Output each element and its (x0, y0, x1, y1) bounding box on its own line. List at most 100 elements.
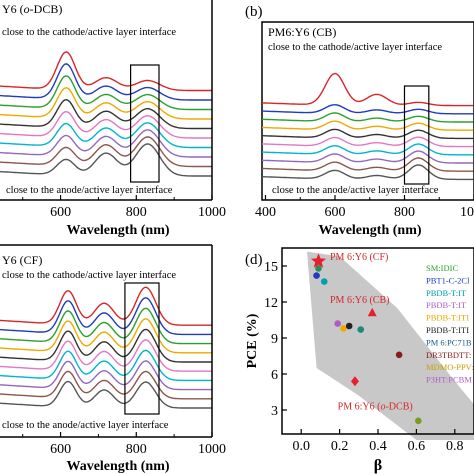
panel-a-x-ticks: 600 800 1000 (22, 195, 226, 220)
panel-b-spectra (262, 72, 474, 181)
panel-a-highlight-box (130, 64, 160, 183)
panel-d-legend-item: P3HT:PCBM (426, 375, 472, 385)
panel-c: 600 800 1000 Y6 (CF) close to the cathode/… (0, 244, 226, 474)
panel-d-annotation: PM 6:Y6 (CF) (330, 252, 388, 263)
panel-c-spectra (0, 286, 212, 409)
panel-a-x-tick-label: 800 (126, 205, 147, 220)
panel-b-bottom-annotation: close to the anode/active layer interfac… (272, 185, 439, 196)
panel-d-x-tick-label: 0.8 (446, 439, 464, 454)
panel-c-top-annotation: close to the cathode/active layer interf… (2, 270, 176, 281)
panel-c-x-tick-label: 600 (50, 442, 71, 457)
panel-b-spectrum-line (262, 128, 474, 140)
panel-a-spectra (0, 51, 212, 177)
panel-d-y-tick-label: 3 (271, 404, 278, 419)
panel-d-legend-item: MDMO-PPV: (426, 362, 474, 372)
panel-d-label: (d) (245, 252, 263, 268)
panel-d-points (310, 253, 422, 425)
panel-d-y-label: PCE (%) (245, 313, 260, 368)
panel-d-legend-item: PBDB-T:ITI (426, 313, 469, 323)
panel-a-spectrum-line (0, 129, 212, 158)
panel-d-x-tick-label: 0.2 (331, 439, 349, 454)
panel-d-ticks: 0.0 0.2 0.4 0.6 0.8 3 6 9 12 15 (264, 260, 464, 454)
panel-c-spectrum-line (0, 380, 212, 409)
panel-d-data-point (395, 351, 403, 359)
panel-a: 600 800 1000 Y6 (o-DCB) close to the catho… (0, 0, 226, 238)
panel-c-highlight-box (124, 282, 160, 415)
panel-d-data-point (313, 272, 320, 279)
panel-d-data-point (334, 320, 341, 327)
panel-d-legend-item: SM:IDIC (426, 263, 458, 273)
panel-c-spectrum-line (0, 339, 212, 372)
panel-c-spectrum-line (0, 370, 212, 400)
panel-a-x-tick-label: 600 (50, 205, 71, 220)
panel-b-top-annotation: close to the cathode/active layer interf… (268, 42, 442, 53)
panel-d-annotations: PM 6:Y6 (CF) PM 6:Y6 (CB) PM 6:Y6 (o-DCB) (330, 252, 413, 412)
panel-d-triangle-marker (367, 307, 377, 317)
panel-c-spectrum-line (0, 286, 212, 326)
panel-b-x-tick-label: 800 (394, 205, 415, 220)
panel-b-highlight-box (403, 85, 430, 185)
panel-d-star-marker (310, 253, 327, 268)
panel-d-diamond-marker (350, 376, 359, 387)
panel-b-x-tick-label: 400 (255, 205, 276, 220)
panel-b-spectrum-line (262, 150, 474, 164)
panel-d-data-point (415, 417, 422, 425)
panel-a-spectrum-line (0, 63, 212, 101)
panel-b-spectrum-line (262, 157, 474, 172)
panel-d-data-point (320, 278, 328, 285)
panel-a-spectrum-line (0, 51, 212, 92)
panel-a-spectrum-line (0, 143, 212, 177)
panel-b-x-tick-label: 600 (324, 205, 345, 220)
panel-a-x-label: Wavelength (nm) (66, 223, 169, 238)
panel-a-spectrum-line (0, 122, 212, 149)
panel-d-data-point (357, 326, 365, 333)
panel-b-x-tick-label: 1000 (460, 205, 474, 220)
panel-b: (b) 400 600 800 1000 PM6:Y6 (CB) close to t… (245, 4, 474, 238)
panel-d-y-tick-label: 9 (271, 332, 278, 347)
panel-c-x-tick-label: 800 (126, 442, 147, 457)
panel-a-spectrum-line (0, 110, 212, 139)
panel-b-label: (b) (245, 4, 263, 20)
panel-b-x-label: Wavelength (nm) (318, 223, 421, 238)
panel-d-shaded-region (307, 251, 474, 440)
panel-a-spectrum-line (0, 98, 212, 130)
panel-b-spectrum-line (262, 143, 474, 156)
panel-a-spectrum-line (0, 75, 212, 111)
panel-d-legend-item: PBT1-C-2Cl (426, 275, 470, 285)
panel-d-y-tick-label: 12 (264, 296, 278, 311)
panel-a-spectrum-line (0, 87, 212, 120)
panel-a-top-annotation: close to the cathode/active layer interf… (2, 27, 176, 38)
panel-d-x-tick-label: 0.0 (292, 439, 310, 454)
panel-b-title: PM6:Y6 (CB) (268, 25, 336, 39)
panel-c-spectrum-line (0, 297, 212, 336)
panel-c-spectrum-line (0, 360, 212, 391)
panel-d-annotation: PM 6:Y6 (CB) (330, 295, 389, 306)
panel-d-x-tick-label: 0.4 (369, 439, 387, 454)
panel-d-legend-item: PM 6:PC71B (426, 337, 472, 347)
panel-d-data-point (345, 322, 353, 330)
panel-d-data-point (340, 325, 347, 332)
panel-a-title: Y6 (o-DCB) (2, 2, 62, 16)
panel-d-legend-item: PBDB-T:IT (426, 288, 467, 298)
panel-a-spectrum-line (0, 136, 212, 168)
panel-d-x-label: β (374, 457, 382, 474)
panel-c-spectrum-line (0, 328, 212, 363)
panel-c-spectrum-line (0, 318, 212, 354)
panel-d-legend-item: PBDB-T:IT (426, 300, 467, 310)
panel-d-legend: SM:IDIC PBT1-C-2Cl PBDB-T:IT PBDB-T:IT PBDB-… (426, 263, 474, 385)
panel-d-annotation: PM 6:Y6 (o-DCB) (338, 401, 413, 412)
panel-c-spectrum-line (0, 307, 212, 345)
panel-d-y-tick-label: 6 (271, 368, 278, 383)
panel-c-x-ticks: 600 800 1000 (22, 432, 226, 457)
panel-a-x-tick-label: 1000 (198, 205, 226, 220)
panel-b-spectrum-line (262, 136, 474, 148)
panel-d-legend-item: DR3TBDTT: (426, 350, 471, 360)
panel-b-spectrum-line (262, 104, 474, 115)
panel-d-legend-item: PBDB-T:ITI (426, 325, 469, 335)
panel-c-x-label: Wavelength (nm) (66, 459, 169, 474)
panel-b-spectrum-line (262, 112, 474, 123)
panel-b-x-ticks: 400 600 800 1000 (255, 195, 474, 220)
panel-b-spectrum-line (262, 164, 474, 181)
panel-d-y-tick-label: 15 (264, 260, 278, 275)
